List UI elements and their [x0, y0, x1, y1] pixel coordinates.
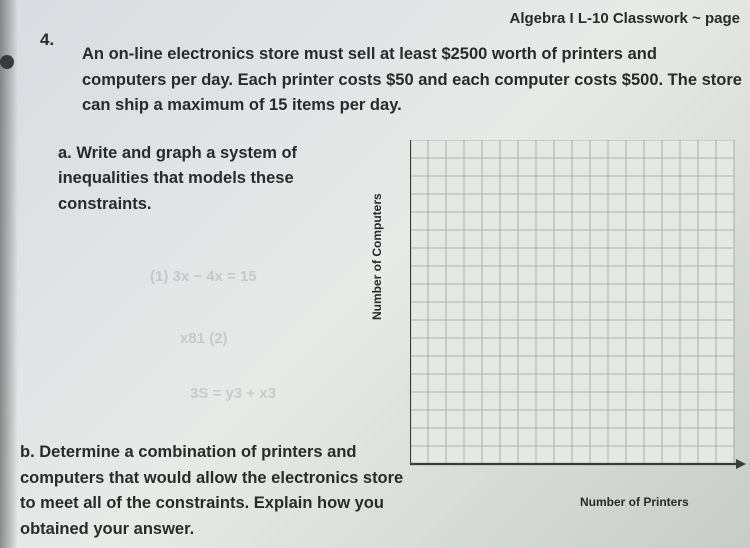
y-axis-label: Number of Computers	[370, 193, 384, 320]
bleed-through-text: x81 (2)	[180, 330, 228, 347]
part-b: b. Determine a combination of printers a…	[20, 440, 420, 542]
page-header: Algebra I L-10 Classwork ~ page	[509, 10, 740, 27]
question-text: An on-line electronics store must sell a…	[82, 42, 742, 119]
part-b-text: Determine a combination of printers and …	[20, 443, 403, 538]
part-a: a. Write and graph a system of inequalit…	[58, 141, 348, 218]
x-axis-label: Number of Printers	[580, 495, 689, 509]
part-a-text: Write and graph a system of inequalities…	[58, 144, 297, 213]
bleed-through-text: (1) 3x − 4x = 15	[150, 268, 257, 285]
grid-svg	[410, 140, 750, 484]
coordinate-grid-chart: Number of Computers Number of Printers	[380, 140, 750, 510]
part-a-label: a.	[58, 144, 72, 162]
part-b-label: b.	[20, 443, 35, 461]
worksheet-page: Algebra I L-10 Classwork ~ page 4. An on…	[0, 0, 750, 225]
question-number: 4.	[40, 30, 54, 50]
bleed-through-text: 3S = y3 + x3	[190, 385, 276, 402]
